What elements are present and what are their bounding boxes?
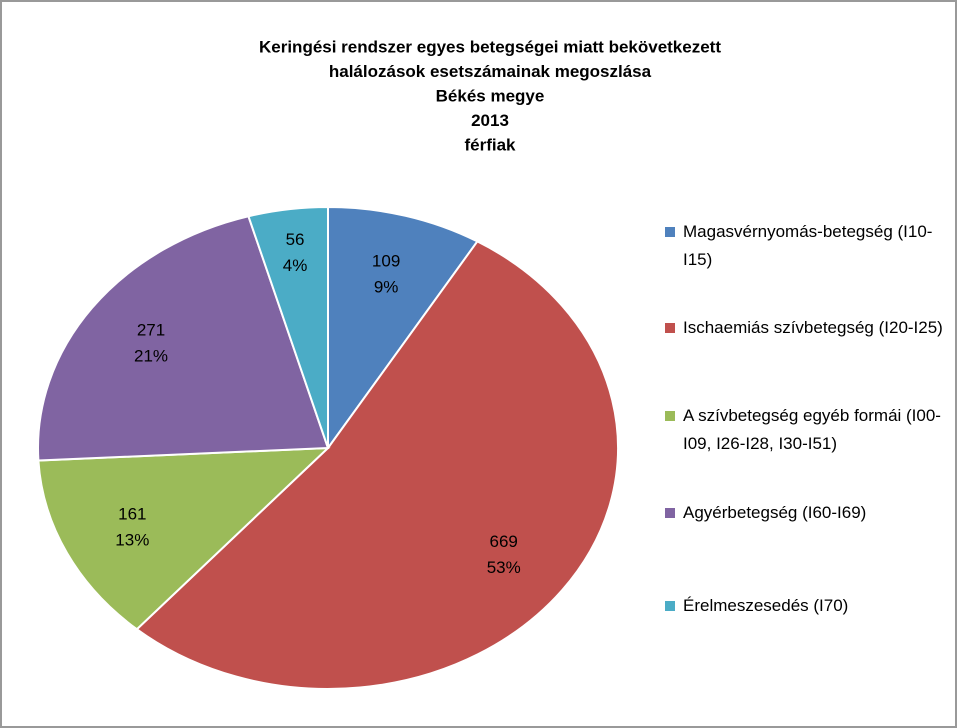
legend-swatch xyxy=(665,323,675,333)
chart-title: Keringési rendszer egyes betegségei miat… xyxy=(259,37,721,56)
legend-swatch xyxy=(665,508,675,518)
legend-label: Agyérbetegség (I60-I69) xyxy=(683,503,867,522)
legend-label: Magasvérnyomás-betegség (I10-I15) xyxy=(683,222,933,269)
pie-slice xyxy=(37,446,331,631)
data-label: 109 xyxy=(372,251,400,270)
legend-item: Ischaemiás szívbetegség (I20-I25) xyxy=(665,314,950,342)
legend-label: A szívbetegség egyéb formái (I00-I09, I2… xyxy=(683,406,941,453)
legend-item: A szívbetegség egyéb formái (I00-I09, I2… xyxy=(665,402,950,458)
data-label: 271 xyxy=(137,320,165,339)
chart-title: halálozások esetszámainak megoszlása xyxy=(329,62,652,81)
data-label-percent: 9% xyxy=(374,277,399,296)
legend-label: Érelmeszesedés (I70) xyxy=(683,596,849,615)
chart-title: 2013 xyxy=(471,111,509,130)
data-label: 161 xyxy=(118,504,146,523)
pie-slice xyxy=(37,215,330,462)
legend-swatch xyxy=(665,227,675,237)
data-label: 669 xyxy=(490,532,518,551)
pie-slice xyxy=(135,240,619,690)
data-label-percent: 13% xyxy=(115,530,149,549)
legend-item: Agyérbetegség (I60-I69) xyxy=(665,499,950,527)
legend-item: Magasvérnyomás-betegség (I10-I15) xyxy=(665,218,950,274)
pie-slice xyxy=(247,205,329,449)
legend-label: Ischaemiás szívbetegség (I20-I25) xyxy=(683,318,943,337)
data-label-percent: 4% xyxy=(283,256,308,275)
data-label: 56 xyxy=(286,230,305,249)
pie-slice xyxy=(327,205,479,452)
data-label-percent: 21% xyxy=(134,346,168,365)
legend-swatch xyxy=(665,601,675,611)
legend-item: Érelmeszesedés (I70) xyxy=(665,592,950,620)
chart-title: férfiak xyxy=(464,135,516,154)
legend-swatch xyxy=(665,411,675,421)
data-label-percent: 53% xyxy=(487,558,521,577)
chart-title: Békés megye xyxy=(436,86,545,105)
